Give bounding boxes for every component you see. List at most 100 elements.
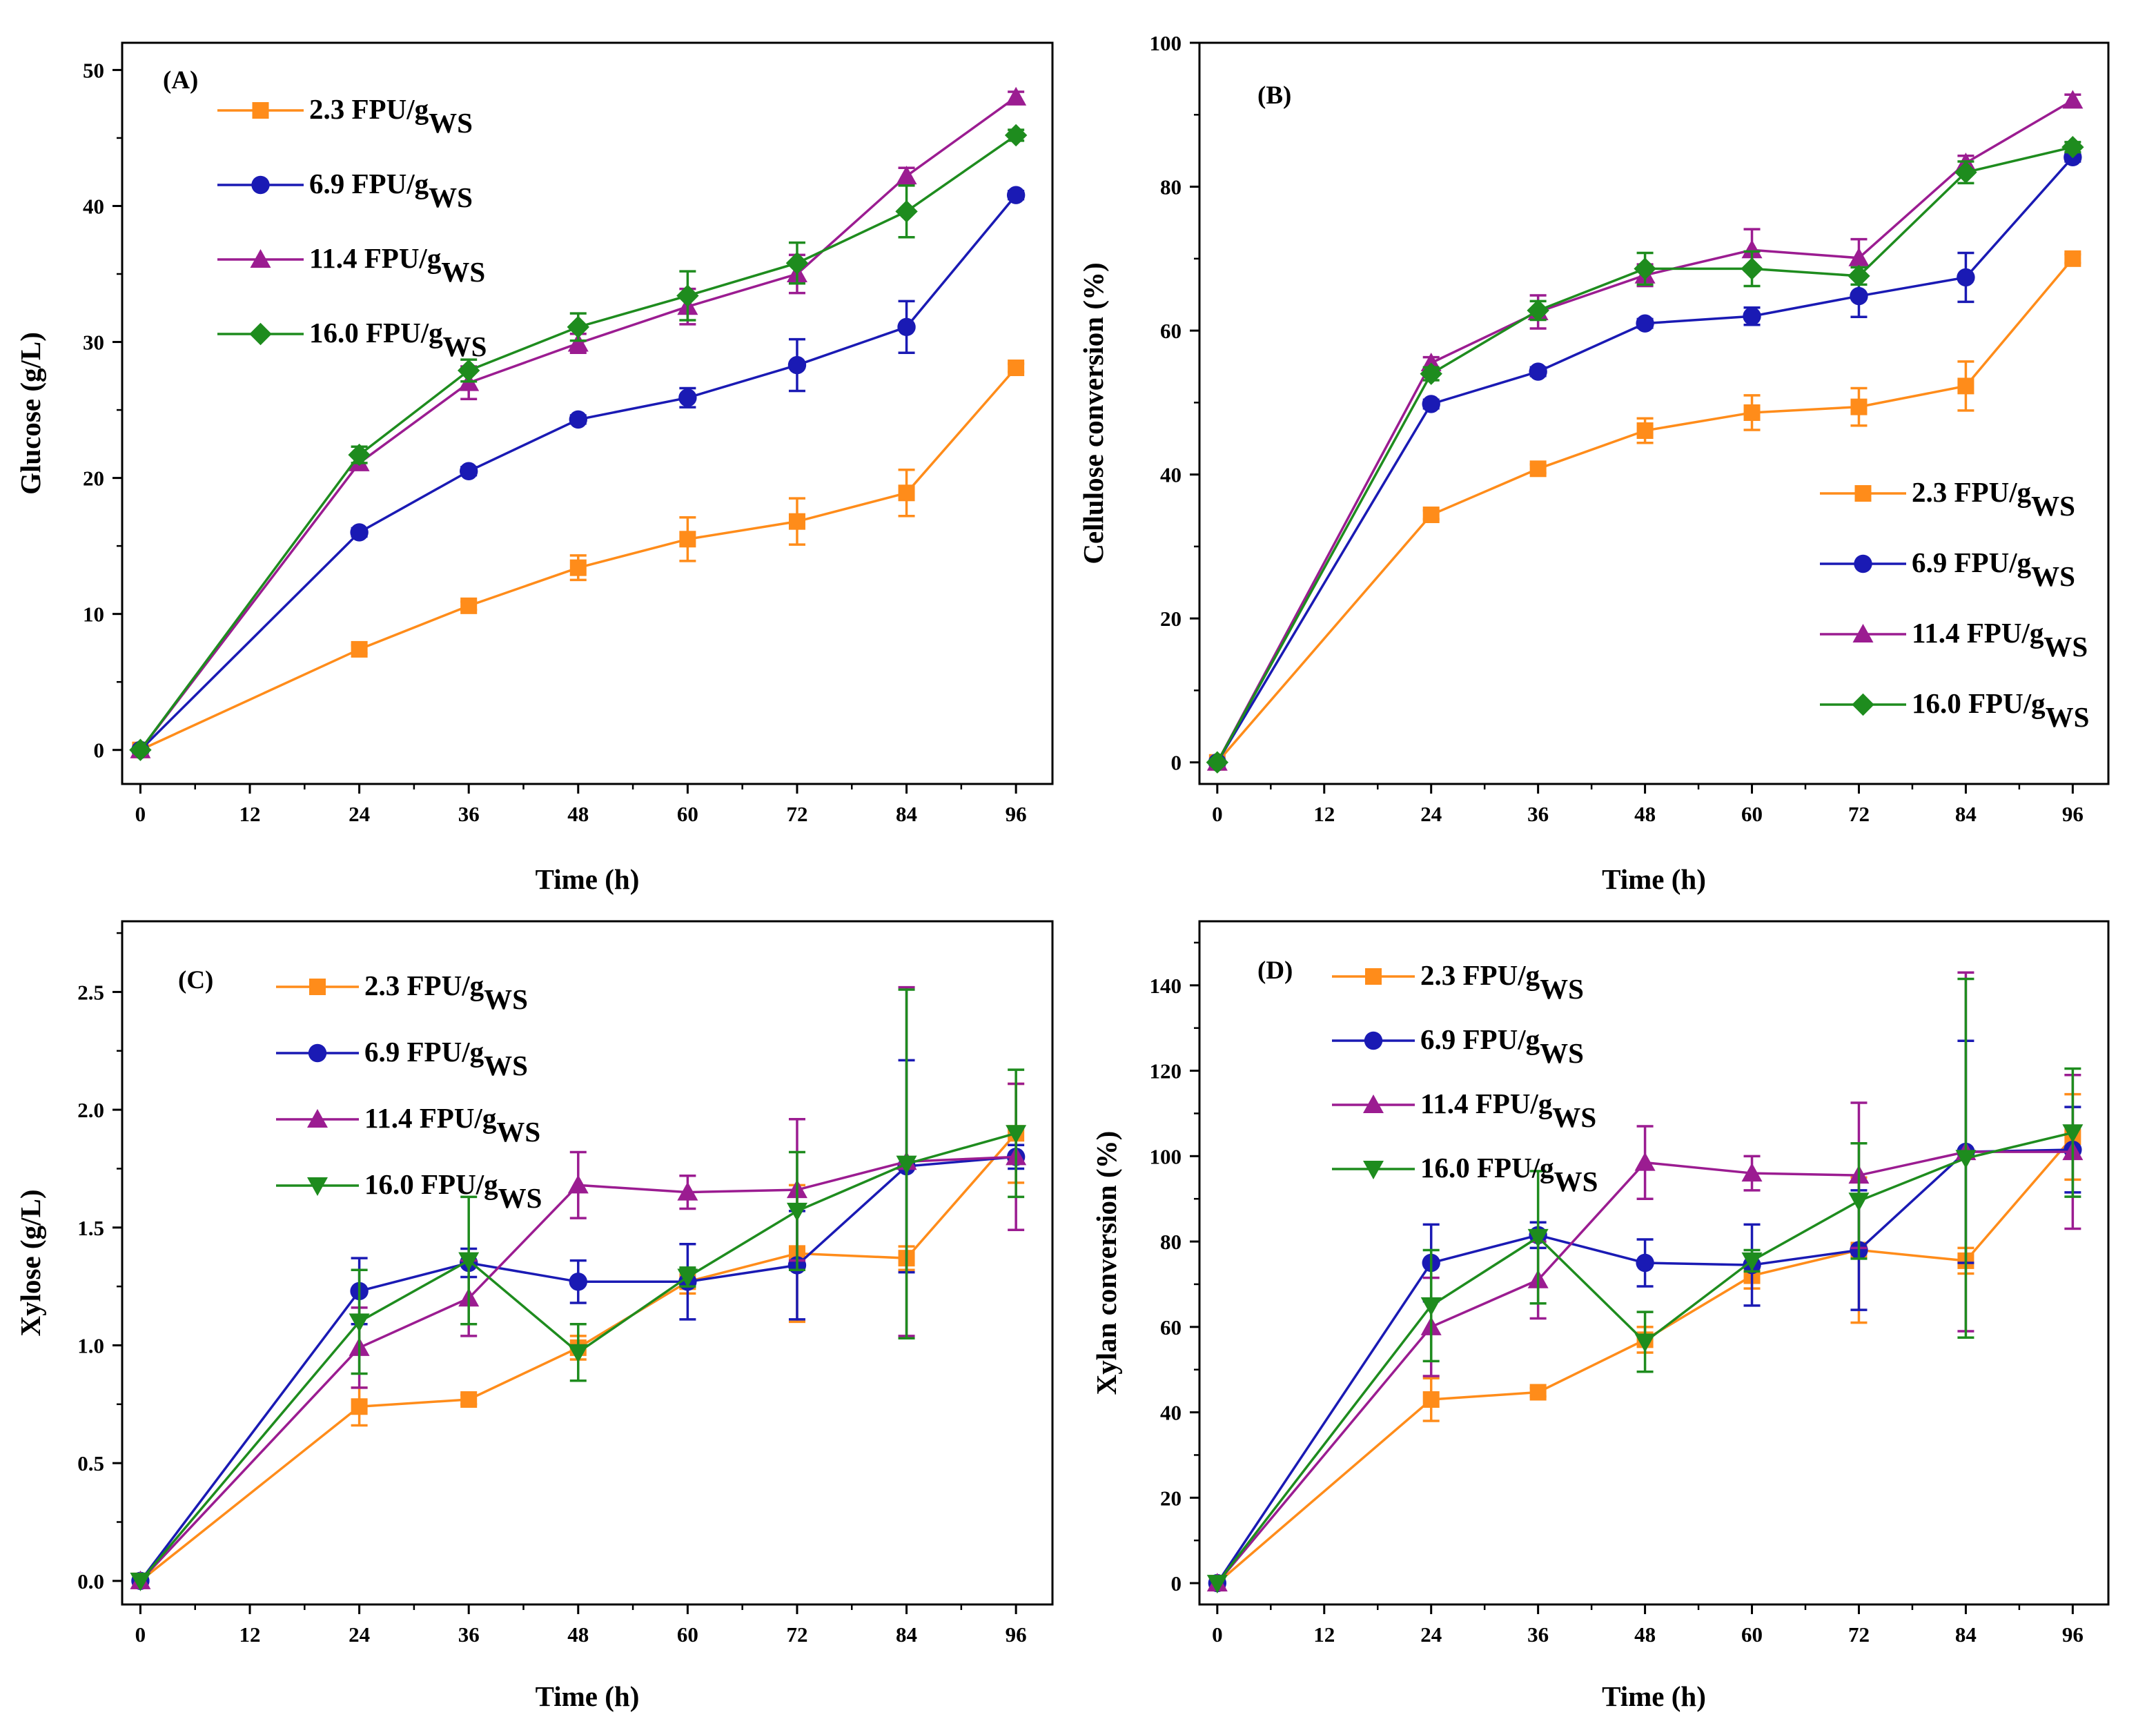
legend-label: 16.0 FPU/gWS xyxy=(1912,687,2089,733)
x-tick-label: 60 xyxy=(1741,802,1763,826)
legend-label: 11.4 FPU/gWS xyxy=(1912,617,2088,662)
data-point xyxy=(457,359,480,382)
legend-label-main: 16.0 FPU/g xyxy=(364,1168,498,1200)
y-tick-label: 0 xyxy=(94,738,105,763)
data-point xyxy=(1741,257,1763,280)
y-tick-label: 40 xyxy=(1160,1401,1182,1425)
legend-label: 11.4 FPU/gWS xyxy=(1420,1088,1596,1133)
legend-label-subscript: WS xyxy=(2031,490,2075,522)
data-point xyxy=(1422,507,1440,524)
x-tick-label: 72 xyxy=(786,802,807,826)
legend-label-main: 2.3 FPU/g xyxy=(309,93,429,125)
legend-label-subscript: WS xyxy=(484,1050,528,1081)
x-tick-label: 84 xyxy=(1955,1622,1977,1647)
y-tick-label: 40 xyxy=(1160,463,1182,487)
data-point xyxy=(460,597,478,614)
data-point xyxy=(1848,247,1870,266)
x-tick-label: 60 xyxy=(1741,1622,1763,1647)
legend-marker xyxy=(1365,968,1382,985)
data-point xyxy=(129,738,152,761)
data-point xyxy=(785,252,809,275)
legend-label: 16.0 FPU/gWS xyxy=(1420,1152,1598,1197)
panel-label: (D) xyxy=(1257,956,1293,985)
legend-marker xyxy=(252,102,269,119)
legend-label-subscript: WS xyxy=(429,181,473,213)
x-tick-label: 72 xyxy=(1848,1622,1870,1647)
data-point xyxy=(678,389,697,407)
legend-marker xyxy=(1852,624,1874,642)
x-tick-label: 36 xyxy=(1527,802,1549,826)
y-tick-label: 0 xyxy=(1171,751,1182,775)
legend-label-subscript: WS xyxy=(1552,1101,1596,1133)
y-tick-label: 60 xyxy=(1160,319,1182,343)
plot-frame xyxy=(121,920,1054,1606)
x-tick-label: 24 xyxy=(1420,1622,1442,1647)
series-line xyxy=(1216,257,2074,763)
y-tick-label: 2.0 xyxy=(77,1098,104,1122)
data-point xyxy=(1420,1297,1442,1316)
series-line xyxy=(1216,146,2073,763)
x-tick-label: 0 xyxy=(135,802,146,826)
data-point xyxy=(1848,1192,1870,1212)
x-tick-label: 96 xyxy=(1006,802,1027,826)
x-tick-label: 24 xyxy=(1420,802,1442,826)
panel-label: (B) xyxy=(1257,81,1291,110)
chart-panel-D: 0 12 24 36 48 60 72 84 96 0 20 40 60 80 100 120 140 Time … xyxy=(1090,920,2110,1712)
legend-label-main: 6.9 FPU/g xyxy=(1420,1023,1540,1055)
x-tick-label: 60 xyxy=(677,802,698,826)
data-point xyxy=(1741,1252,1763,1271)
x-tick-label: 96 xyxy=(2062,1622,2084,1647)
data-point xyxy=(348,443,371,467)
legend-label-main: 6.9 FPU/g xyxy=(1912,547,2032,578)
data-point xyxy=(1850,286,1868,306)
data-point xyxy=(350,523,369,542)
y-tick-label: 1.5 xyxy=(77,1216,104,1240)
data-point xyxy=(1636,422,1654,440)
legend-label-main: 11.4 FPU/g xyxy=(309,242,442,274)
series-line xyxy=(1216,1131,2073,1584)
data-point xyxy=(458,1252,480,1271)
x-tick-label: 0 xyxy=(135,1622,146,1647)
x-tick-label: 24 xyxy=(349,802,370,826)
legend-label-subscript: WS xyxy=(484,983,528,1015)
data-point xyxy=(1422,395,1440,413)
data-point xyxy=(1527,299,1549,322)
legend-label-main: 2.3 FPU/g xyxy=(364,970,484,1001)
data-point xyxy=(1529,460,1547,478)
plot-frame xyxy=(1198,920,2110,1606)
data-point xyxy=(1004,124,1028,147)
data-point xyxy=(569,559,587,576)
data-point xyxy=(1006,1125,1027,1144)
y-axis-label: Cellulose conversion (%) xyxy=(1077,262,1109,564)
series-3 xyxy=(129,124,1028,761)
data-point xyxy=(679,531,696,548)
data-point xyxy=(2061,135,2084,159)
legend-label-subscript: WS xyxy=(1554,1166,1598,1197)
data-point xyxy=(1743,307,1761,326)
legend-marker xyxy=(1854,485,1872,502)
x-axis-label: Time (h) xyxy=(536,863,640,895)
y-tick-label: 140 xyxy=(1150,974,1182,998)
series-line xyxy=(139,96,1017,751)
data-point xyxy=(1634,1152,1656,1171)
legend-marker xyxy=(250,249,271,268)
legend-label-subscript: WS xyxy=(441,256,485,288)
x-axis-label: Time (h) xyxy=(1602,1680,1706,1712)
data-point xyxy=(895,200,918,223)
legend-label-subscript: WS xyxy=(2031,560,2075,592)
data-point xyxy=(1529,1384,1547,1401)
data-point xyxy=(1420,362,1442,385)
x-tick-label: 36 xyxy=(458,1622,480,1647)
data-point xyxy=(1529,362,1547,381)
data-point xyxy=(1848,264,1870,288)
legend-marker xyxy=(251,175,270,195)
data-point xyxy=(349,1313,370,1333)
x-tick-label: 48 xyxy=(567,802,589,826)
series-line xyxy=(139,194,1017,751)
plot-frame xyxy=(1198,41,2110,785)
legend-marker xyxy=(1363,1161,1384,1179)
x-tick-label: 84 xyxy=(1955,802,1977,826)
